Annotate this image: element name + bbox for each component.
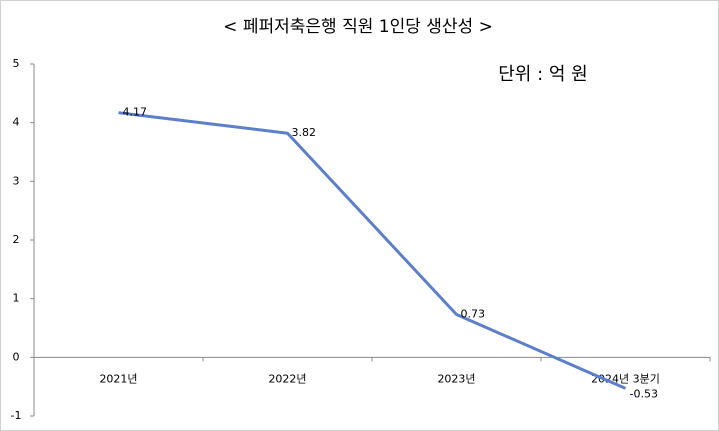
unit-note: 단위 : 억 원: [498, 64, 587, 85]
x-tick-label: 2023년: [437, 372, 475, 385]
data-label: 0.73: [461, 308, 486, 321]
y-tick-label: 5: [13, 57, 20, 70]
data-label: 4.17: [123, 106, 148, 119]
y-tick-label: 0: [13, 350, 20, 363]
y-tick-label: -1: [11, 409, 22, 422]
y-tick-label: 4: [13, 116, 20, 129]
y-tick-label: 2: [13, 233, 20, 246]
data-label: 3.82: [292, 126, 317, 139]
x-tick-label: 2022년: [268, 372, 306, 385]
data-label: -0.53: [630, 387, 658, 400]
x-tick-label: 2021년: [99, 372, 137, 385]
y-tick-label: 3: [13, 174, 20, 187]
y-tick-label: 1: [13, 292, 20, 305]
chart-title: < 페퍼저축은행 직원 1인당 생산성 >: [223, 17, 493, 37]
data-line: [118, 111, 627, 390]
